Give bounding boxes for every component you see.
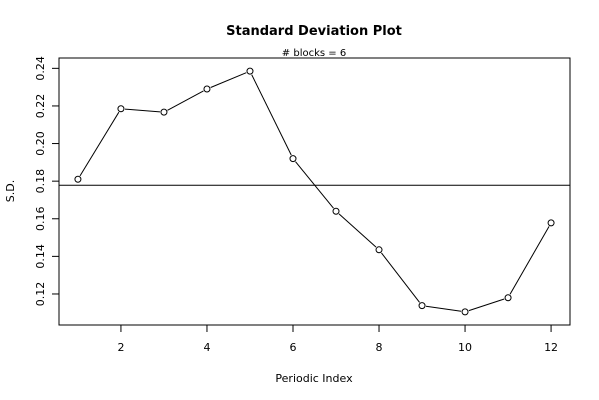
series-segment [468, 298, 505, 312]
series-segment [79, 111, 120, 177]
data-point [461, 308, 469, 316]
chart-title: Standard Deviation Plot [226, 24, 402, 39]
x-tick-label: 2 [117, 341, 124, 354]
y-tick-label: 0.12 [34, 282, 47, 307]
x-tick-label: 12 [544, 341, 558, 354]
y-tick-label: 0.18 [34, 169, 47, 194]
x-tick-label: 10 [458, 341, 472, 354]
data-point [203, 85, 211, 93]
chart-subtitle: # blocks = 6 [282, 48, 346, 59]
series-segment [167, 90, 204, 111]
x-axis: 2 4 6 8 10 12 [117, 324, 558, 354]
series-segment [425, 305, 462, 312]
data-point [418, 302, 426, 310]
data-point [74, 175, 82, 183]
series-segment [295, 161, 334, 209]
series-segment [251, 74, 292, 156]
plot-marks [59, 67, 570, 316]
series-segment [381, 252, 420, 303]
data-point [332, 207, 340, 215]
data-point [160, 108, 168, 116]
data-point [504, 294, 512, 302]
series-segment [509, 226, 550, 295]
series-segment [338, 213, 377, 248]
data-point [289, 155, 297, 163]
data-point [117, 105, 125, 113]
y-tick-label: 0.20 [34, 131, 47, 156]
x-tick-label: 8 [376, 341, 383, 354]
data-point [547, 219, 555, 227]
y-tick-label: 0.16 [34, 207, 47, 232]
series-segment [210, 72, 247, 88]
series-segment [124, 108, 161, 113]
data-point [375, 246, 383, 254]
y-tick-label: 0.24 [34, 56, 47, 81]
data-point [246, 67, 254, 75]
y-tick-label: 0.14 [34, 244, 47, 269]
x-axis-label: Periodic Index [275, 372, 353, 385]
y-axis: 0.12 0.14 0.16 0.18 0.20 0.22 0.24 [34, 56, 60, 307]
y-tick-label: 0.22 [34, 94, 47, 119]
x-tick-label: 4 [203, 341, 210, 354]
x-tick-label: 6 [289, 341, 296, 354]
y-axis-label: S.D. [4, 180, 17, 202]
plot-frame [58, 57, 571, 326]
